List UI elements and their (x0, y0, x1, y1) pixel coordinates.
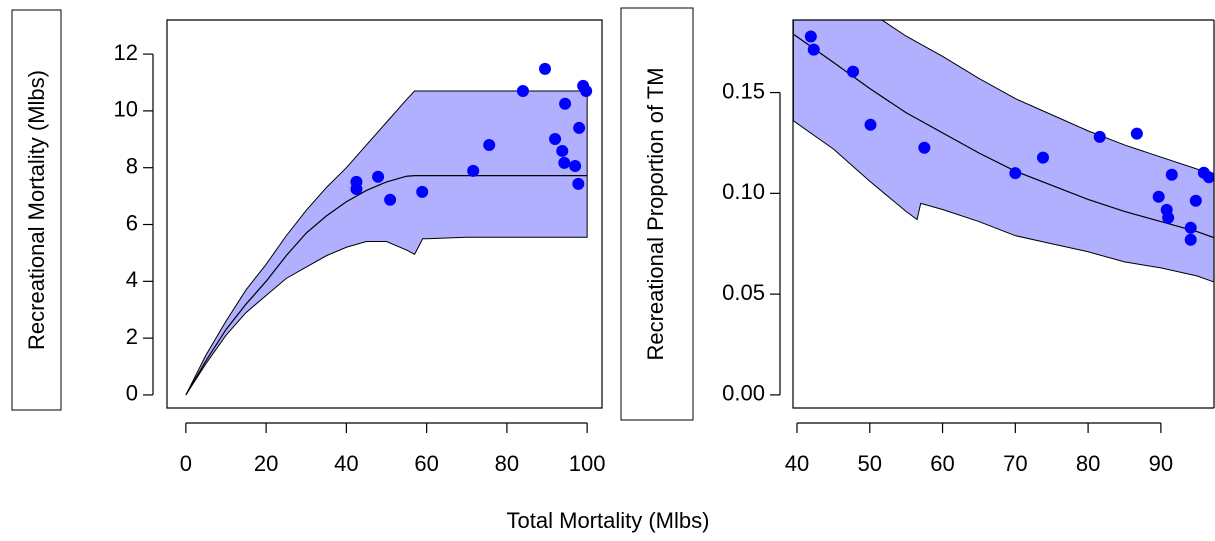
data-point (1184, 221, 1197, 234)
data-point (467, 164, 480, 177)
x-tick-label: 100 (569, 451, 606, 476)
x-tick-label: 60 (414, 451, 438, 476)
y-tick-label: 2 (126, 324, 138, 349)
data-point (539, 62, 552, 75)
y-axis-label: Recreational Proportion of TM (643, 67, 668, 360)
data-point (372, 170, 385, 183)
confidence-band (185, 90, 588, 396)
confidence-band (793, 20, 1214, 283)
x-tick-label: 50 (858, 451, 882, 476)
y-tick-label: 0.10 (722, 179, 765, 204)
x-tick-label: 60 (930, 451, 954, 476)
plot-frame (792, 19, 1214, 409)
y-tick-label: 0.15 (722, 78, 765, 103)
x-tick-label: 80 (495, 451, 519, 476)
x-tick-label: 0 (180, 451, 192, 476)
data-point (1189, 194, 1202, 207)
data-point (864, 118, 877, 131)
data-point (1184, 233, 1197, 246)
data-point (1202, 171, 1214, 184)
data-point (1036, 151, 1049, 164)
y-tick-label: 0.00 (722, 381, 765, 406)
x-tick-label: 40 (334, 451, 358, 476)
data-point (516, 85, 529, 98)
y-tick-label: 12 (114, 40, 138, 65)
x-tick-label: 90 (1149, 451, 1173, 476)
x-tick-label: 70 (1003, 451, 1027, 476)
plot-area (185, 62, 593, 396)
data-point (1162, 211, 1175, 224)
data-point (847, 65, 860, 78)
fit-line (793, 33, 1214, 239)
plot-area (793, 20, 1214, 283)
data-point (1130, 127, 1143, 140)
data-point (350, 183, 363, 196)
data-point (1165, 168, 1178, 181)
data-point (573, 121, 586, 134)
y-tick-label: 0 (126, 381, 138, 406)
data-point (559, 97, 572, 110)
fit-line (185, 175, 588, 396)
x-tick-label: 40 (785, 451, 809, 476)
y-label-box (620, 7, 694, 421)
y-axis-label: Recreational Mortality (Mlbs) (24, 70, 49, 350)
data-point (416, 185, 429, 198)
y-tick-label: 10 (114, 97, 138, 122)
y-tick-label: 0.05 (722, 280, 765, 305)
data-point (549, 133, 562, 146)
y-tick-label: 4 (126, 267, 138, 292)
x-axis-label: Total Mortality (Mlbs) (507, 508, 710, 533)
data-point (1009, 167, 1022, 180)
data-point (807, 43, 820, 56)
data-point (483, 138, 496, 151)
plot-frame (166, 19, 603, 409)
data-point (558, 156, 571, 169)
y-tick-label: 8 (126, 154, 138, 179)
y-label-box (11, 9, 62, 411)
data-point (572, 177, 585, 190)
data-point (384, 193, 397, 206)
data-point (580, 85, 593, 98)
data-point (1093, 130, 1106, 143)
data-point (1152, 190, 1165, 203)
x-tick-label: 20 (254, 451, 278, 476)
data-point (918, 141, 931, 154)
data-point (556, 144, 569, 157)
data-point (569, 159, 582, 172)
y-tick-label: 6 (126, 210, 138, 235)
x-tick-label: 80 (1076, 451, 1100, 476)
data-point (804, 30, 817, 43)
